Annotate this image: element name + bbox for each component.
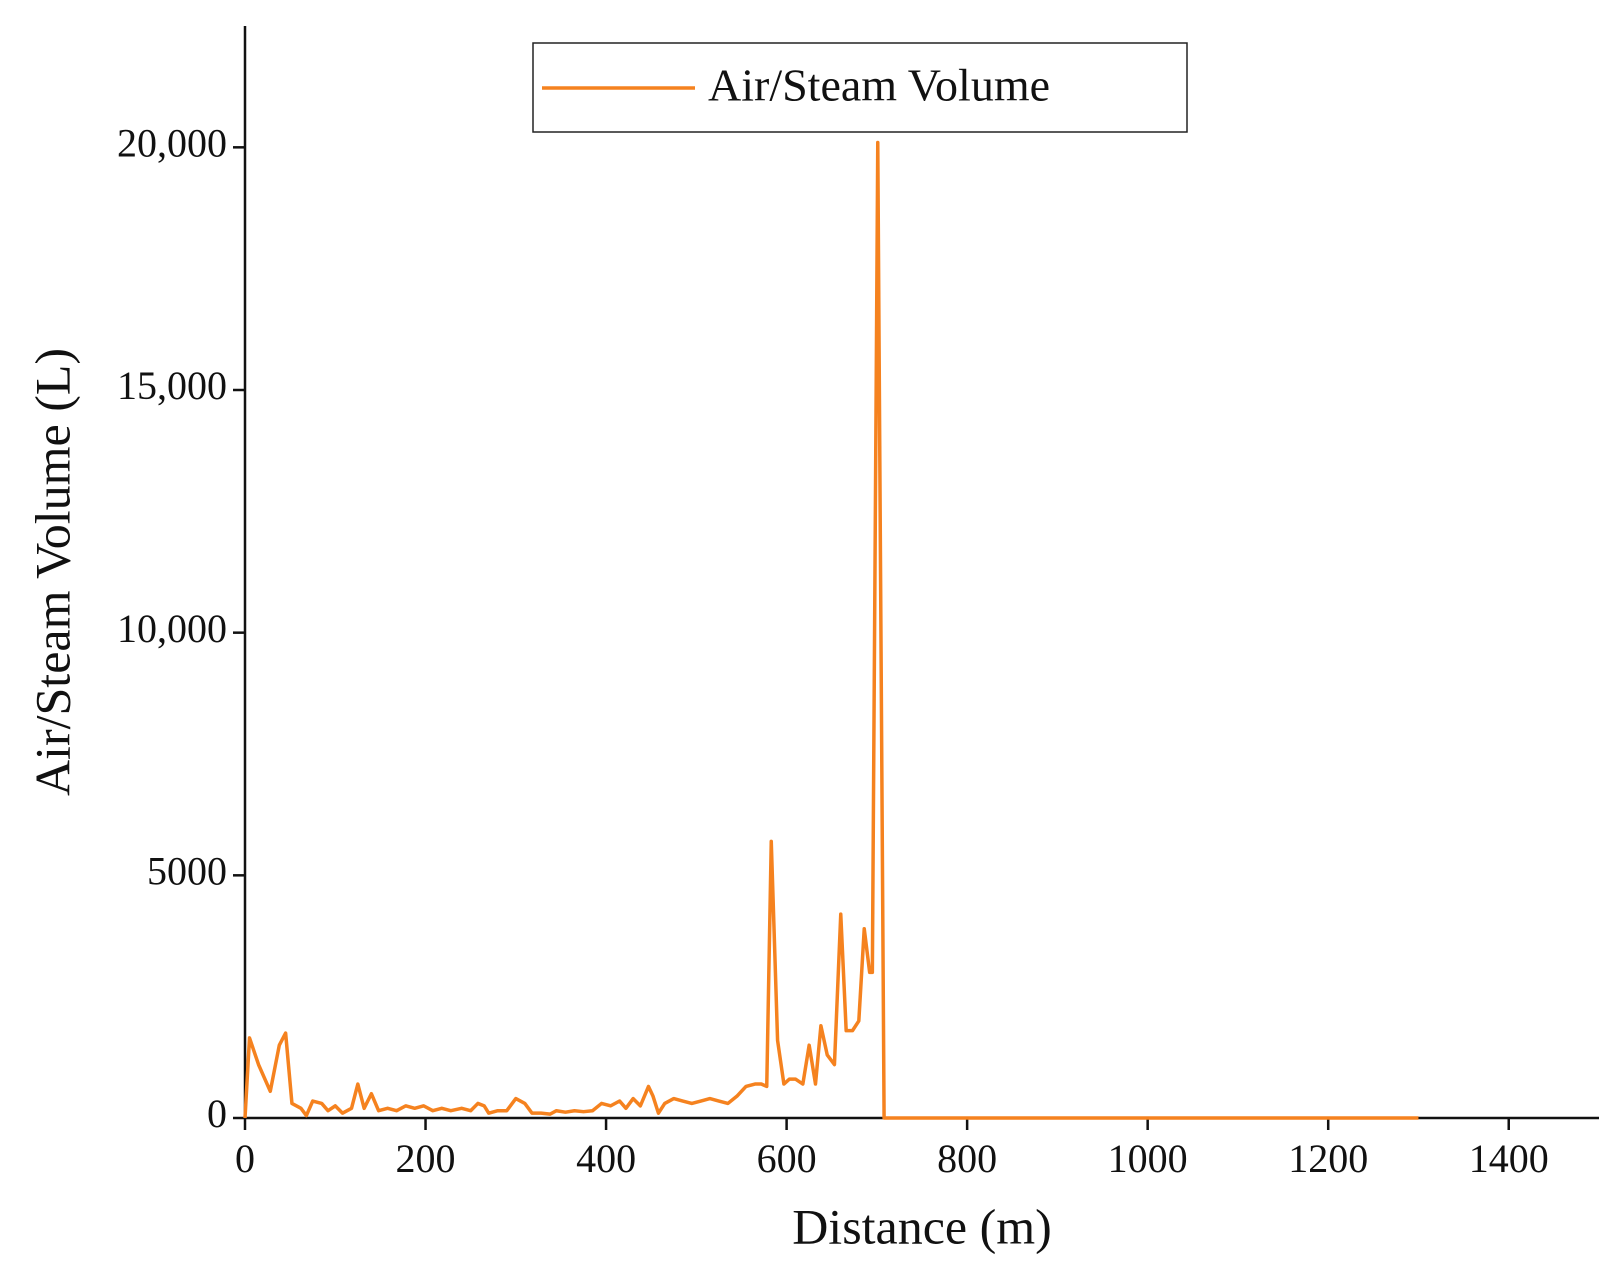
y-tick-label: 10,000 bbox=[117, 606, 227, 651]
x-tick-label: 600 bbox=[757, 1136, 817, 1181]
y-tick-label: 15,000 bbox=[117, 363, 227, 408]
x-tick-label: 1200 bbox=[1288, 1136, 1368, 1181]
x-tick-label: 400 bbox=[576, 1136, 636, 1181]
x-tick-label: 1400 bbox=[1469, 1136, 1549, 1181]
x-tick-label: 200 bbox=[396, 1136, 456, 1181]
y-axis-title: Air/Steam Volume (L) bbox=[24, 348, 80, 796]
y-tick-label: 0 bbox=[207, 1091, 227, 1136]
legend: Air/Steam Volume bbox=[532, 42, 1188, 133]
x-tick-label: 1000 bbox=[1108, 1136, 1188, 1181]
y-tick-label: 5000 bbox=[147, 849, 227, 894]
x-tick-label: 800 bbox=[937, 1136, 997, 1181]
data-line bbox=[243, 140, 1419, 1120]
x-tick-label: 0 bbox=[235, 1136, 255, 1181]
y-tick-label: 20,000 bbox=[117, 121, 227, 166]
x-axis-title: Distance (m) bbox=[792, 1198, 1052, 1254]
legend-label: Air/Steam Volume bbox=[708, 60, 1050, 111]
